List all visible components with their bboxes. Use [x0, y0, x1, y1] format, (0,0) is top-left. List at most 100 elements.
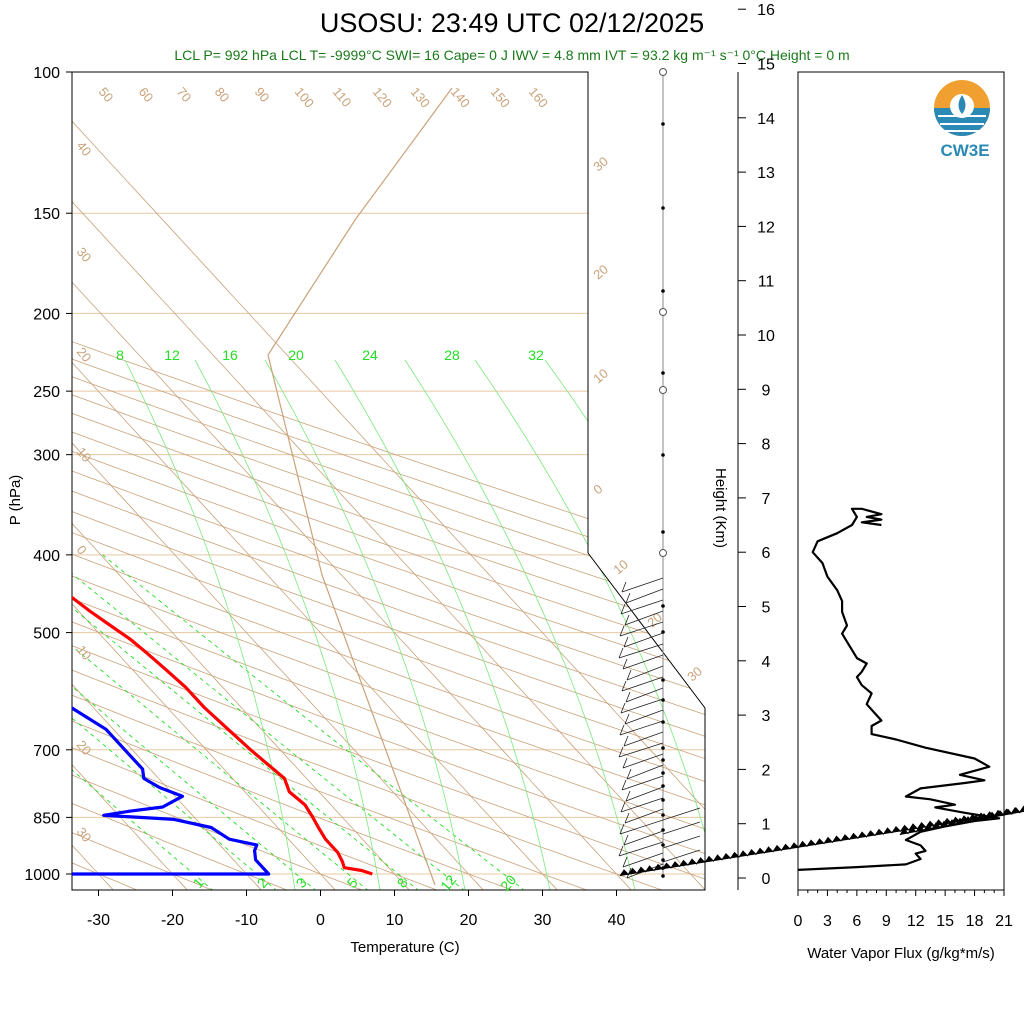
- mixing-ratio-label: 20: [288, 347, 304, 363]
- height-tick-label: 12: [757, 219, 775, 236]
- mixing-ratio-bottom-label: 1: [190, 875, 207, 891]
- dry-adiabat-line: [72, 72, 705, 890]
- y-tick-label: 400: [33, 548, 60, 565]
- adiabat-label: 80: [212, 84, 233, 105]
- cw3e-logo-icon: [934, 80, 990, 136]
- wind-level-dot: [661, 371, 665, 375]
- wind-barb-flag: [621, 680, 627, 692]
- dry-adiabat-line: [72, 72, 705, 890]
- adiabat-label: 150: [488, 84, 513, 110]
- moist-adiabat-line: [404, 359, 636, 890]
- isotherm-label: 30: [74, 824, 95, 845]
- isotherm-line: [72, 72, 559, 890]
- wind-barb: [623, 830, 664, 846]
- y-tick-label: 300: [33, 448, 60, 465]
- wind-barb-flag: [623, 636, 629, 648]
- mixing-ratio-bottom-label: 12: [437, 872, 459, 894]
- y-tick-label: 200: [33, 306, 60, 323]
- height-tick-label: 11: [758, 274, 775, 291]
- dry-adiabat-line: [72, 72, 215, 890]
- mixing-ratio-line: [102, 554, 526, 890]
- wind-barb-flag: [624, 812, 630, 824]
- adiabat-label: 130: [408, 84, 433, 110]
- wind-barb-flag: [626, 768, 632, 780]
- isotherm-right-label: 30: [684, 664, 705, 685]
- y-tick-label: 700: [33, 743, 60, 760]
- moist-adiabat-line: [334, 359, 551, 890]
- height-tick-label: 3: [762, 708, 771, 725]
- isotherm-label: 10: [74, 444, 95, 465]
- wind-barb-flag: [622, 856, 628, 868]
- wind-barb: [625, 588, 664, 604]
- x-tick-label: 30: [534, 912, 552, 929]
- wind-barb: [662, 807, 701, 821]
- calm-wind-circle: [659, 549, 667, 557]
- isotherm-label: 20: [74, 737, 95, 758]
- wind-level-dot: [661, 698, 665, 702]
- mixing-ratio-line: [72, 554, 420, 890]
- y-tick-label: 100: [33, 65, 60, 82]
- logo-drop: [958, 95, 966, 114]
- adiabat-label: 120: [370, 84, 395, 110]
- wind-barb: [662, 821, 701, 835]
- wind-barb: [622, 753, 664, 769]
- wind-barb: [624, 709, 664, 725]
- wind-barb-flag: [621, 779, 627, 791]
- wind-barb: [624, 808, 664, 824]
- wind-level-dot: [661, 771, 665, 775]
- wv-frame: [797, 71, 1005, 891]
- dry-adiabat-line: [72, 72, 665, 890]
- wind-barb: [619, 621, 664, 637]
- height-tick-label: 13: [757, 165, 775, 182]
- skew-t-series: [72, 574, 373, 876]
- wind-barb: [623, 731, 664, 747]
- x-tick-label: 0: [316, 912, 325, 929]
- mixing-ratio-label: 16: [222, 347, 238, 363]
- isotherm-line: [72, 72, 705, 890]
- wind-barb-flag: [625, 790, 631, 802]
- adiabat-label: 100: [292, 84, 317, 110]
- wv-tick-label: 9: [882, 913, 891, 930]
- isotherm-line: [72, 72, 411, 890]
- dry-adiabat-line: [72, 72, 365, 890]
- height-axis-label: Height (Km): [712, 468, 729, 548]
- wind-barb: [662, 835, 701, 849]
- dry-adiabat-line: [72, 72, 705, 890]
- wind-barb-flag: [618, 845, 624, 857]
- logo-text: CW3E: [940, 141, 990, 160]
- wind-barb: [620, 797, 664, 813]
- dry-adiabat-line: [72, 72, 705, 890]
- wind-barb-flag: [626, 669, 632, 681]
- isotherm-right-label: 20: [590, 262, 611, 283]
- wind-barb: [622, 852, 664, 868]
- wind-level-dot: [661, 813, 665, 817]
- mixing-ratio-label: 28: [444, 347, 460, 363]
- dry-adiabat-line: [72, 72, 590, 890]
- isotherm-label: 10: [74, 642, 95, 663]
- isotherm-line: [72, 72, 485, 890]
- height-tick-label: 0: [762, 871, 771, 888]
- mixing-ratio-line: [72, 554, 278, 890]
- dry-adiabat-line: [72, 72, 705, 890]
- height-tick-label: 2: [762, 762, 771, 779]
- wind-barb: [626, 764, 664, 780]
- wind-barb-flag: [622, 658, 628, 670]
- isotherm-line: [72, 72, 189, 890]
- chart-subtitle: LCL P= 992 hPa LCL T= -9999°C SWI= 16 Ca…: [174, 47, 850, 63]
- wind-level-dot: [661, 874, 665, 878]
- wind-barb-flag: [623, 834, 629, 846]
- mixing-ratio-label: 32: [528, 347, 544, 363]
- isotherm-label: 20: [74, 344, 95, 365]
- mixing-ratio-label: 12: [164, 347, 180, 363]
- wind-barb-flag: [620, 801, 626, 813]
- dry-adiabat-line: [72, 72, 705, 890]
- wind-level-dot: [661, 604, 665, 608]
- x-tick-label: 20: [460, 912, 478, 929]
- water-vapor-flux-line: [798, 507, 1001, 871]
- dry-adiabat-line: [72, 72, 705, 890]
- height-tick-label: 7: [762, 491, 771, 508]
- wind-barb: [621, 775, 664, 791]
- x-tick-label: -10: [235, 912, 258, 929]
- y-tick-label: 1000: [24, 867, 60, 884]
- wind-barb: [622, 654, 664, 670]
